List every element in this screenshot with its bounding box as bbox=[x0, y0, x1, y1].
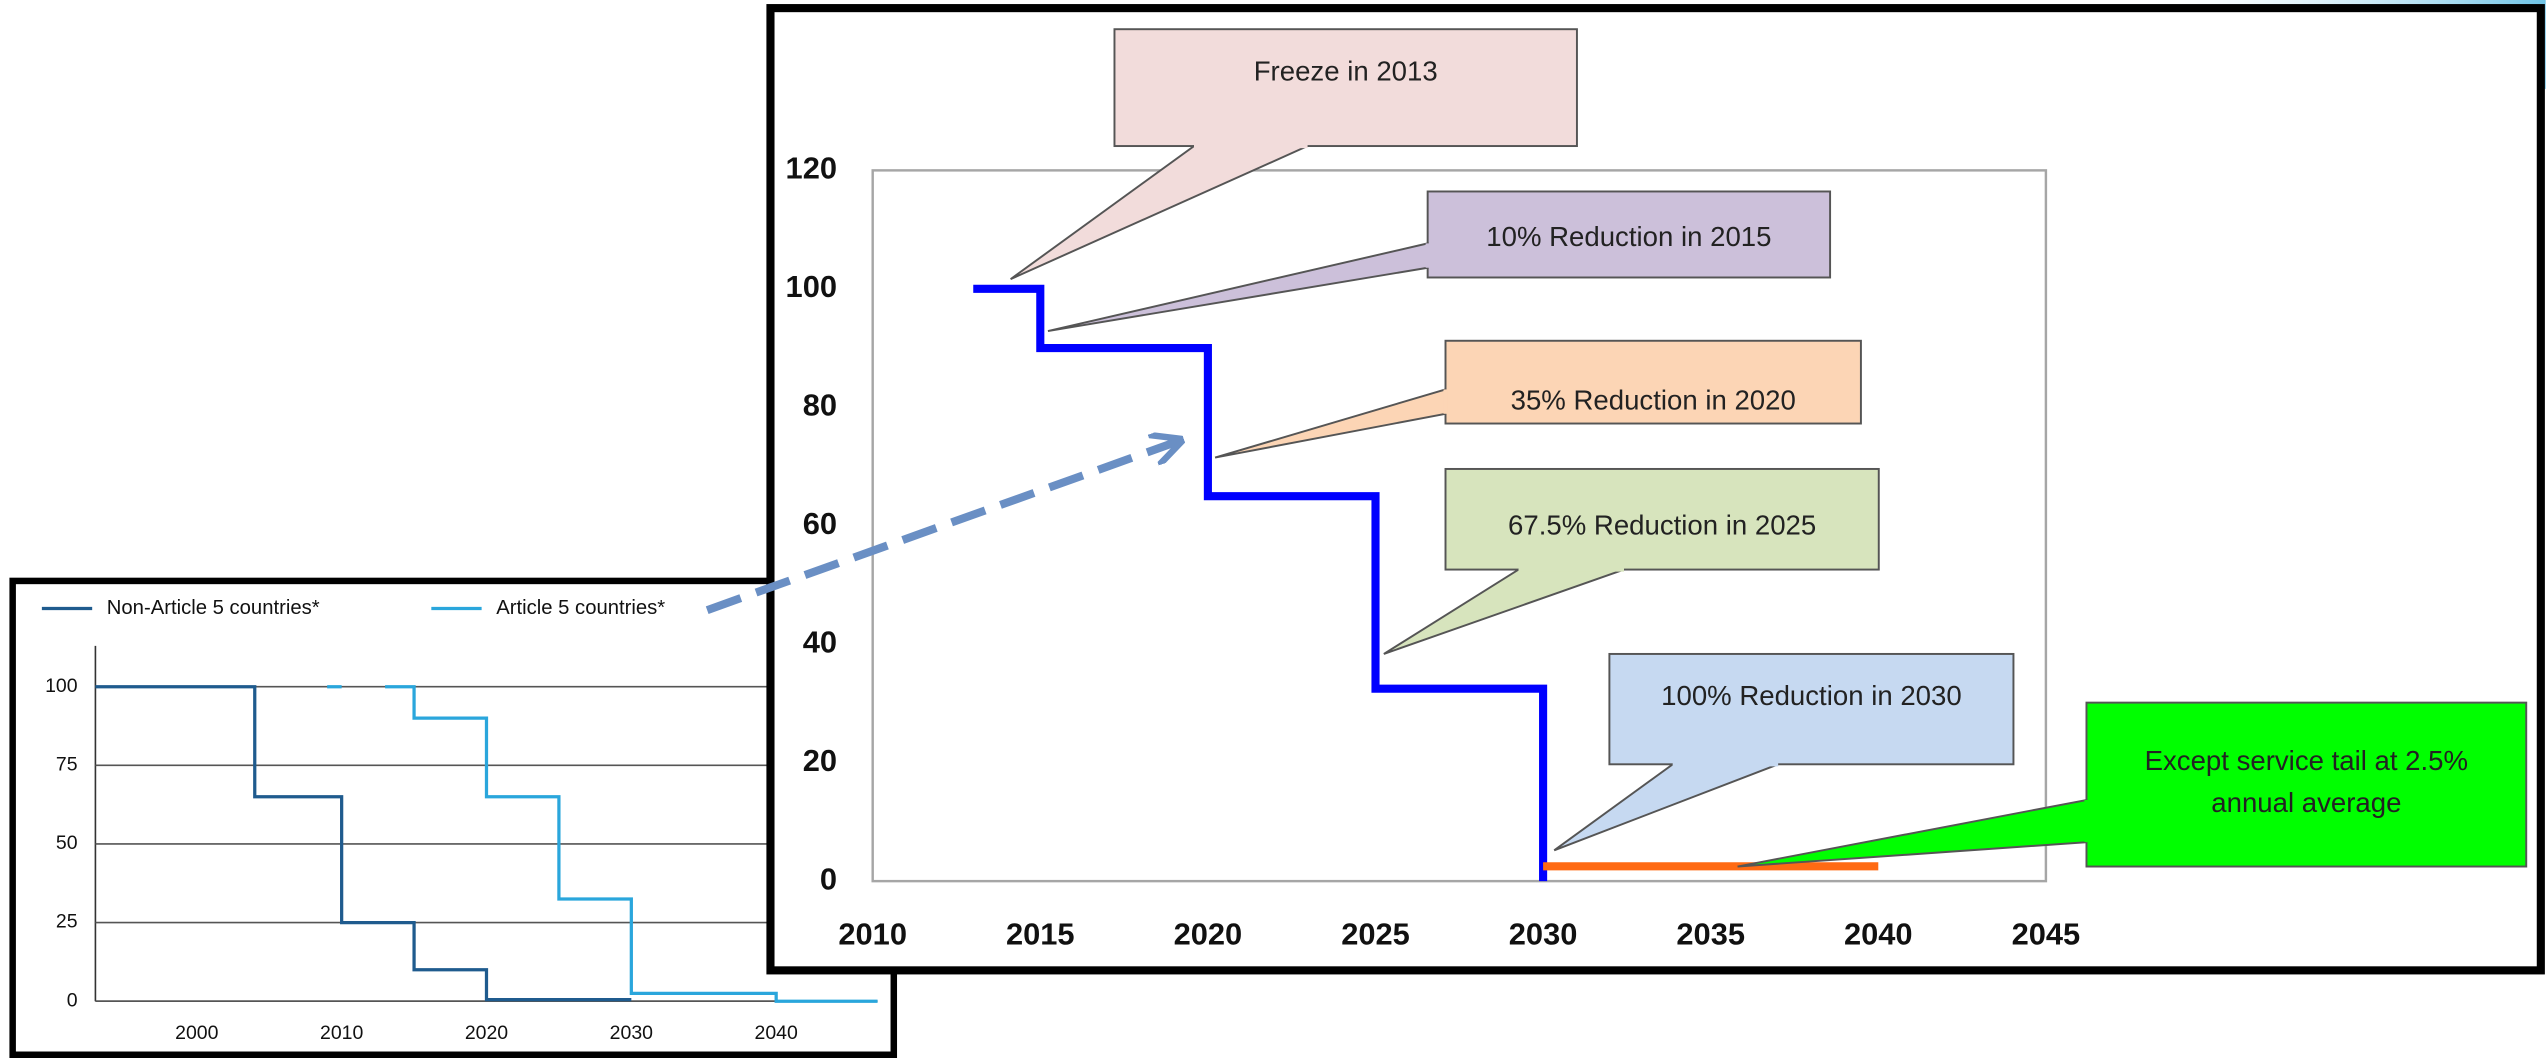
chart-frame bbox=[9, 577, 898, 1058]
callout-box bbox=[1444, 339, 1862, 425]
x-tick-label: 2040 bbox=[755, 1022, 798, 1044]
x-tick-label: 2030 bbox=[1509, 916, 1578, 951]
series-line bbox=[973, 284, 1548, 882]
callout-box bbox=[1608, 652, 2015, 766]
legend-label: Non-Article 5 countries* bbox=[107, 597, 320, 619]
x-tick-label: 2030 bbox=[610, 1022, 653, 1044]
y-tick-label: 75 bbox=[56, 753, 78, 775]
x-tick-label: 2010 bbox=[320, 1022, 363, 1044]
x-tick-label: 2025 bbox=[1341, 916, 1410, 951]
plot-area bbox=[871, 169, 2048, 883]
callout-text: annual average bbox=[2211, 787, 2401, 818]
y-tick-label: 25 bbox=[56, 911, 78, 933]
callout-box bbox=[1444, 467, 1880, 571]
y-tick-label: 60 bbox=[803, 506, 837, 541]
x-tick-label: 2020 bbox=[1174, 916, 1243, 951]
y-tick-label: 120 bbox=[786, 151, 837, 186]
x-tick-label: 2035 bbox=[1676, 916, 1745, 951]
y-tick-label: 20 bbox=[803, 743, 837, 778]
x-tick-label: 2000 bbox=[175, 1022, 218, 1044]
callout-box bbox=[1113, 28, 1578, 148]
callout-text: 10% Reduction in 2015 bbox=[1486, 221, 1771, 252]
x-tick-label: 2040 bbox=[1844, 916, 1913, 951]
legend-label: Article 5 countries* bbox=[496, 597, 665, 619]
y-tick-label: 100 bbox=[45, 675, 78, 697]
y-tick-label: 100 bbox=[786, 269, 837, 304]
y-tick-label: 0 bbox=[820, 861, 837, 896]
callout-box bbox=[2085, 701, 2528, 868]
x-tick-label: 2020 bbox=[465, 1022, 508, 1044]
callout-text: 100% Reduction in 2030 bbox=[1661, 680, 1962, 711]
y-tick-label: 0 bbox=[67, 989, 78, 1011]
callout-text: 35% Reduction in 2020 bbox=[1511, 385, 1796, 416]
x-tick-label: 2015 bbox=[1006, 916, 1075, 951]
x-tick-label: 2010 bbox=[838, 916, 907, 951]
callout-text: Except service tail at 2.5% bbox=[2145, 745, 2468, 776]
x-tick-label: 2045 bbox=[2012, 916, 2081, 951]
callout-text: 67.5% Reduction in 2025 bbox=[1508, 510, 1816, 541]
series-line bbox=[327, 685, 878, 1003]
callout-text: Freeze in 2013 bbox=[1254, 55, 1438, 86]
callout-box bbox=[1426, 190, 1832, 279]
series-line bbox=[95, 685, 632, 1002]
link-arrow bbox=[705, 441, 1178, 614]
y-tick-label: 80 bbox=[803, 387, 837, 422]
y-tick-label: 40 bbox=[803, 624, 837, 659]
y-tick-label: 50 bbox=[56, 832, 78, 854]
